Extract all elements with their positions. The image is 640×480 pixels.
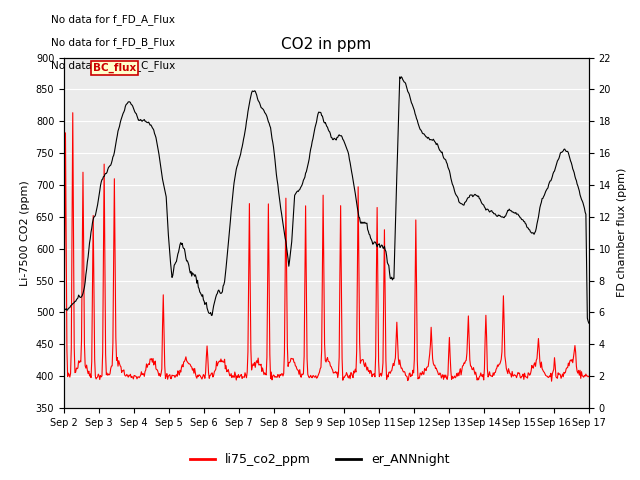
- Y-axis label: Li-7500 CO2 (ppm): Li-7500 CO2 (ppm): [20, 180, 30, 286]
- Text: No data for f_FD_B_Flux: No data for f_FD_B_Flux: [51, 37, 175, 48]
- Title: CO2 in ppm: CO2 in ppm: [281, 37, 372, 52]
- Text: No data for f_FD_A_Flux: No data for f_FD_A_Flux: [51, 14, 175, 25]
- Legend: li75_co2_ppm, er_ANNnight: li75_co2_ppm, er_ANNnight: [186, 448, 454, 471]
- Text: BC_flux: BC_flux: [93, 63, 136, 73]
- Text: No data for f_FD_C_Flux: No data for f_FD_C_Flux: [51, 60, 175, 72]
- Y-axis label: FD chamber flux (ppm): FD chamber flux (ppm): [616, 168, 627, 298]
